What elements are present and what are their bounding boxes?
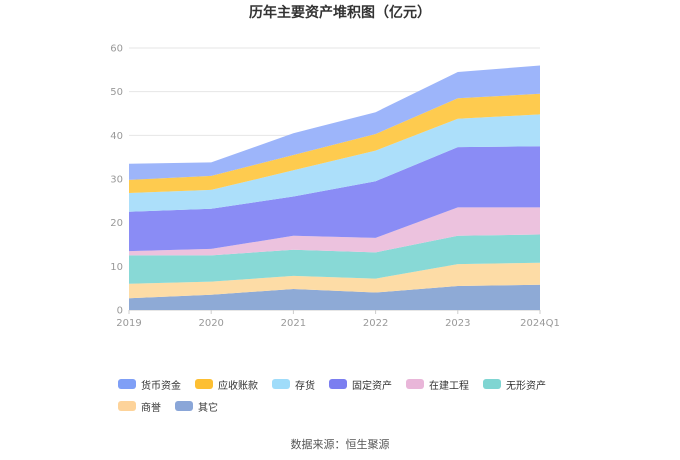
- area-商誉: [129, 262, 540, 299]
- area-应收账款: [129, 93, 540, 193]
- legend-label: 存货: [295, 380, 315, 392]
- legend-item[interactable]: 固定资产: [329, 377, 392, 392]
- y-axis: 0 10 20 30 40 50 60: [110, 44, 123, 317]
- legend-label: 固定资产: [352, 380, 392, 392]
- y-tick-label: 60: [110, 44, 123, 55]
- x-tick-label: 2019: [116, 318, 141, 329]
- legend-swatch: [406, 379, 424, 389]
- legend-label: 货币资金: [141, 380, 181, 392]
- legend-label: 在建工程: [429, 380, 469, 392]
- y-tick-label: 10: [110, 262, 123, 273]
- y-tick-label: 30: [110, 175, 123, 186]
- legend-label: 无形资产: [506, 380, 546, 392]
- legend-item[interactable]: 无形资产: [483, 377, 546, 392]
- legend-swatch: [118, 401, 136, 411]
- data-source: 数据来源：恒生聚源: [290, 438, 390, 451]
- legend-item[interactable]: 货币资金: [118, 377, 181, 392]
- area-固定资产: [129, 146, 540, 252]
- legend-item[interactable]: 应收账款: [195, 377, 258, 392]
- area-在建工程: [129, 207, 540, 256]
- legend: 货币资金 应收账款 存货 固定资产 在建工程 无形资产商誉 其它: [118, 377, 588, 414]
- legend-swatch: [175, 401, 193, 411]
- legend-item[interactable]: 在建工程: [406, 377, 469, 392]
- legend-swatch: [329, 379, 347, 389]
- x-tick-label: 2022: [363, 318, 388, 329]
- x-tick-label: 2020: [198, 318, 223, 329]
- area-存货: [129, 114, 540, 212]
- legend-swatch: [483, 379, 501, 389]
- y-tick-label: 20: [110, 218, 123, 229]
- y-tick-label: 50: [110, 87, 123, 98]
- area-其它: [129, 284, 540, 310]
- chart-title: 历年主要资产堆积图（亿元）: [249, 4, 431, 21]
- legend-item[interactable]: 存货: [272, 377, 315, 392]
- legend-item[interactable]: 其它: [175, 399, 218, 414]
- y-tick-label: 40: [110, 131, 123, 142]
- legend-item[interactable]: 商誉: [118, 399, 161, 414]
- area-货币资金: [129, 65, 540, 180]
- x-tick-label: 2024Q1: [520, 318, 560, 329]
- legend-swatch: [272, 379, 290, 389]
- x-axis: 2019 2020 2021 2022 2023 2024Q1: [116, 310, 560, 329]
- x-tick-label: 2021: [281, 318, 306, 329]
- legend-swatch: [195, 379, 213, 389]
- legend-label: 应收账款: [218, 380, 258, 392]
- stacked-area-chart: 历年主要资产堆积图（亿元） 0 10 20 30 40 50 60 2019 2020 2021…: [110, 4, 560, 329]
- legend-label: 商誉: [141, 402, 161, 414]
- area-series: [129, 65, 540, 310]
- legend-swatch: [118, 379, 136, 389]
- x-tick-label: 2023: [445, 318, 470, 329]
- y-tick-label: 0: [117, 306, 123, 317]
- area-无形资产: [129, 234, 540, 284]
- legend-label: 其它: [198, 402, 218, 414]
